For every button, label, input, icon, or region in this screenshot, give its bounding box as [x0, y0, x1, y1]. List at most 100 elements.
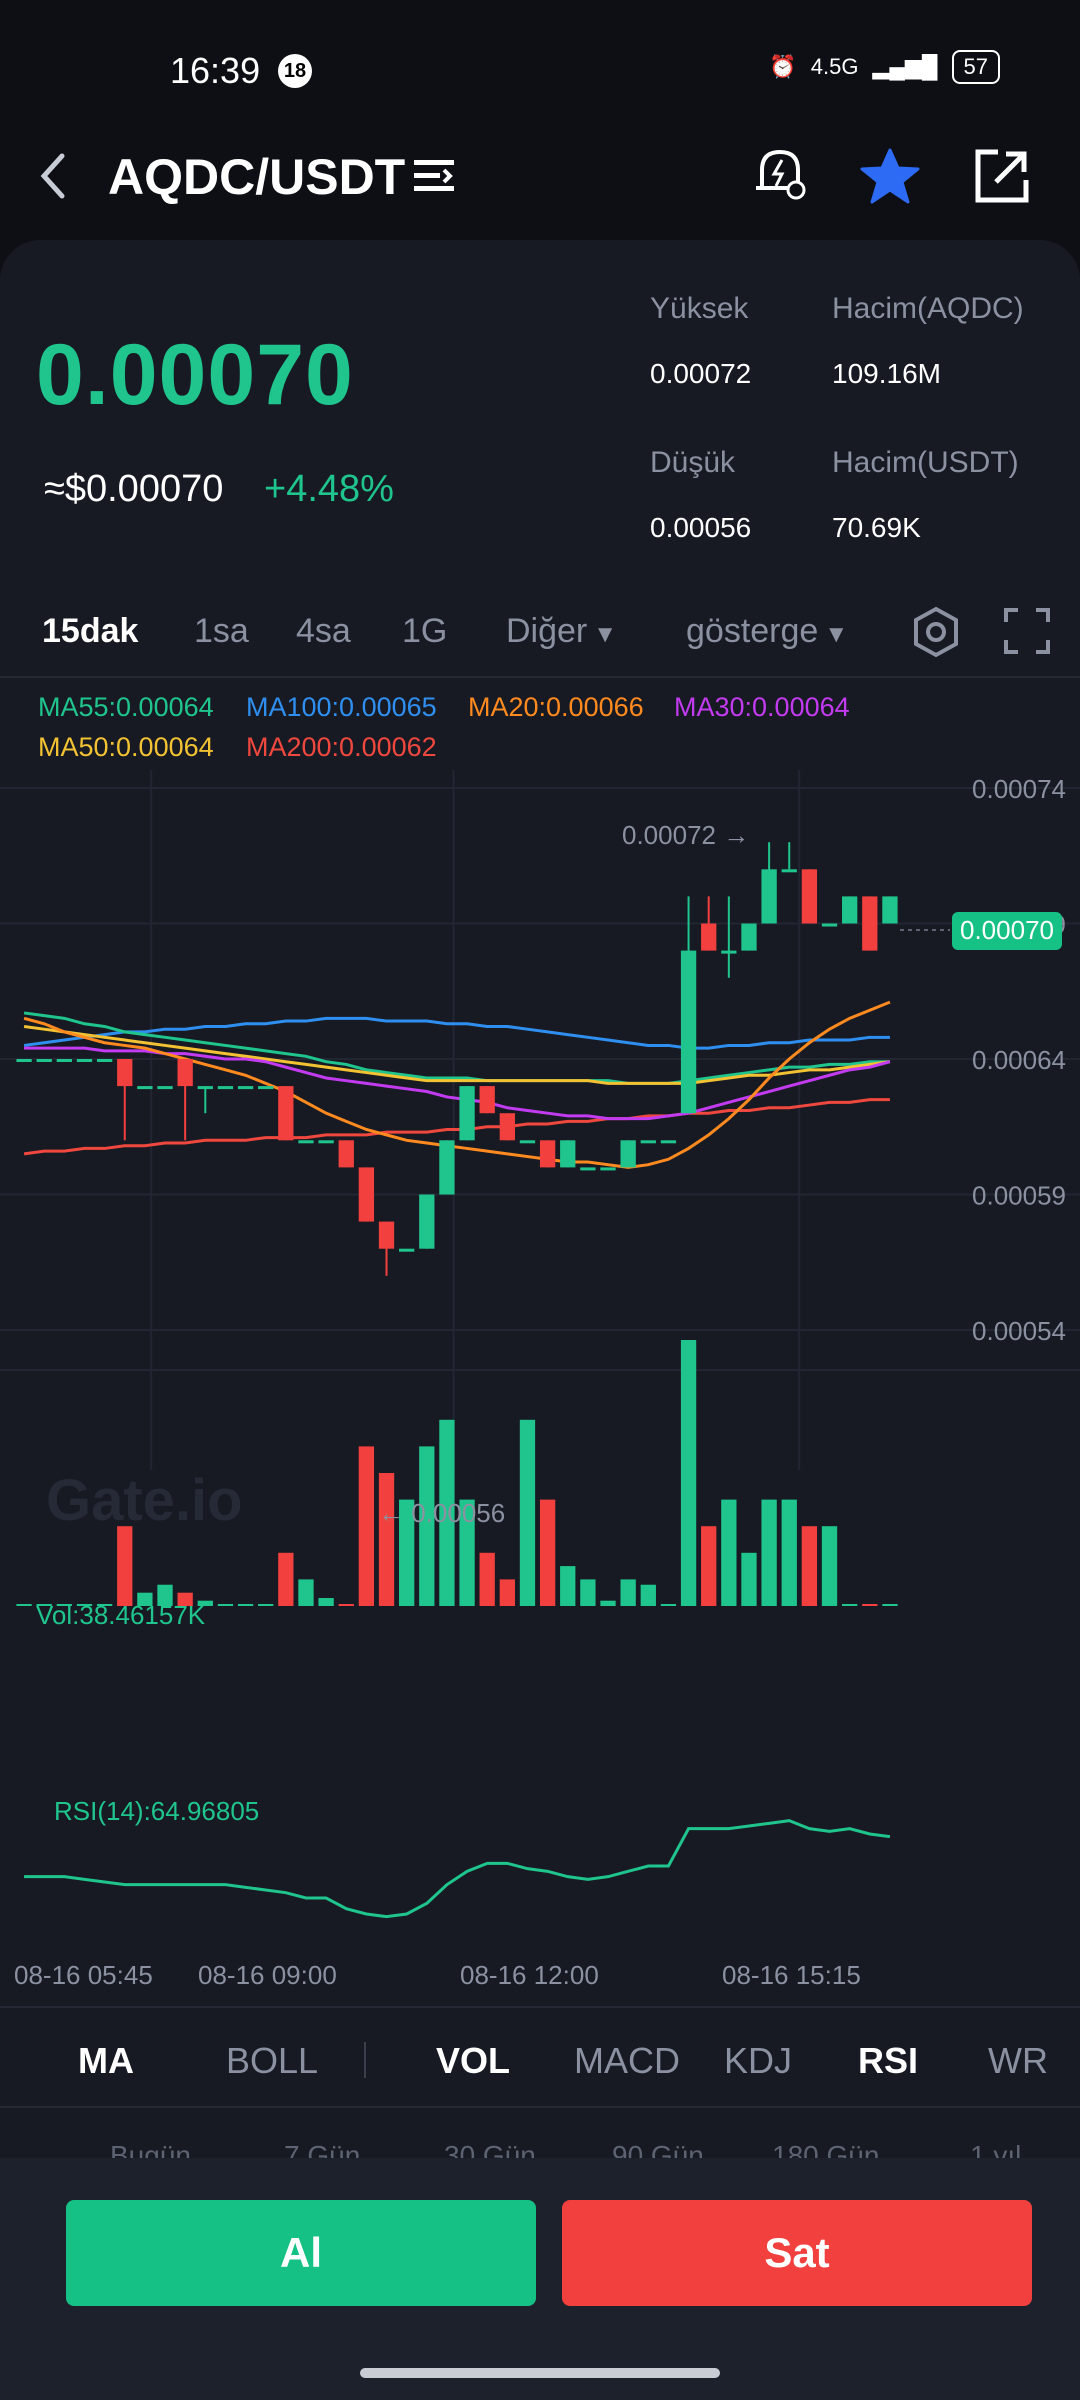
home-indicator[interactable]: [360, 2368, 720, 2378]
ma100-line: [23, 1016, 890, 1050]
rsi-label: RSI(14):64.96805: [54, 1796, 259, 1826]
candle-body: [640, 1140, 656, 1144]
volume-bar: [680, 1340, 697, 1606]
indicator-tab-boll[interactable]: BOLL: [226, 2040, 319, 2081]
rsi-line: [24, 1819, 891, 1919]
sell-button[interactable]: Sat: [562, 2200, 1032, 2306]
indicator-tab-wr[interactable]: WR: [988, 2040, 1048, 2081]
tab-4sa[interactable]: 4sa: [296, 612, 351, 650]
volume-bar: [197, 1600, 213, 1606]
price-tick-label: 0.00059: [972, 1181, 1066, 1211]
candle-body: [197, 1086, 213, 1090]
ma55-line: [23, 1011, 890, 1085]
volume-bar: [821, 1526, 838, 1606]
current-price-tag: [952, 912, 1062, 950]
legend-ma20: MA20:0.00066: [468, 692, 644, 722]
volume-bar: [338, 1604, 354, 1606]
indicator-tab-vol[interactable]: VOL: [436, 2040, 511, 2081]
network-label: 4.5G: [810, 54, 859, 79]
volume-bar: [318, 1598, 334, 1606]
buy-button[interactable]: Al: [66, 2200, 536, 2306]
back-arrow-icon[interactable]: [34, 148, 74, 204]
tab-diger[interactable]: Diğer ▼: [506, 612, 617, 651]
current-price-value: 0.00070: [960, 915, 1054, 945]
candle-body: [258, 1086, 274, 1090]
volume-bar: [761, 1499, 777, 1606]
candle-body: [439, 1140, 455, 1195]
candle-body: [761, 869, 777, 924]
candle-body: [862, 896, 878, 951]
indicator-tab-ma[interactable]: MA: [78, 2040, 134, 2081]
low-value: 0.00056: [650, 512, 752, 543]
volume-bar: [882, 1604, 898, 1606]
candle-body: [358, 1167, 375, 1222]
candle-body: [600, 1167, 616, 1171]
candle-body: [781, 869, 797, 873]
indicator-tab-kdj[interactable]: KDJ: [724, 2040, 793, 2081]
time-tick-label: 08-16 15:15: [722, 1960, 861, 1990]
caret-down-icon: ▼: [824, 621, 849, 648]
legend-ma100: MA100:0.00065: [246, 692, 437, 722]
candle-body: [378, 1221, 395, 1249]
candle-body: [419, 1194, 435, 1249]
chart-settings-icon[interactable]: [910, 606, 962, 658]
volume-bar: [439, 1419, 455, 1606]
volume-bar: [539, 1499, 556, 1606]
candle-body: [137, 1086, 153, 1090]
volume-bar: [16, 1604, 32, 1606]
volume-bar: [278, 1552, 294, 1606]
low-label: Düşük: [650, 446, 736, 479]
pair-menu-icon[interactable]: [414, 156, 456, 196]
candlestick-chart[interactable]: Gate.io 0.000740.000690.000640.000590.00…: [0, 770, 1080, 2000]
volume-bar: [701, 1526, 717, 1606]
volume-bar: [137, 1592, 153, 1606]
status-time: 16:39: [170, 50, 261, 91]
ma200-line: [23, 1098, 890, 1156]
notification-badge: 18: [278, 54, 312, 88]
high-value: 0.00072: [650, 358, 752, 389]
caret-down-icon: ▼: [593, 621, 618, 648]
tab-gosterge[interactable]: gösterge ▼: [686, 612, 848, 651]
candle-body: [157, 1086, 173, 1090]
volume-bar: [36, 1604, 52, 1606]
candle-body: [217, 1086, 234, 1090]
tab-15dak[interactable]: 15dak: [42, 612, 139, 650]
chart-divider: [0, 2006, 1080, 2008]
volume-quote-label: Hacim(USDT): [832, 446, 1019, 479]
candle-body: [56, 1059, 72, 1062]
candle-body: [459, 1086, 475, 1141]
candle-body: [16, 1059, 32, 1062]
price-tick-label: 0.00074: [972, 774, 1066, 804]
volume-bar: [459, 1499, 475, 1606]
low-marker: ← 0.00056: [378, 1498, 505, 1528]
high-marker: 0.00072 →: [622, 820, 749, 850]
candle-body: [338, 1140, 354, 1168]
pair-title[interactable]: AQDC/USDT: [108, 149, 406, 205]
fullscreen-icon[interactable]: [1002, 606, 1052, 656]
candle-body: [580, 1167, 596, 1171]
volume-bar: [258, 1604, 274, 1606]
volume-bar: [358, 1446, 375, 1606]
candle-body: [842, 896, 858, 924]
candle-body: [36, 1059, 52, 1062]
indicator-separator: [364, 2042, 366, 2078]
signal-icon: ▂▄▆█: [872, 54, 938, 79]
legend-ma200: MA200:0.00062: [246, 732, 437, 762]
candle-body: [680, 950, 697, 1114]
volume-bar: [237, 1604, 254, 1606]
watermark-text: Gate.io: [46, 1468, 243, 1533]
tab-gosterge-label: gösterge: [686, 612, 819, 650]
candle-body: [298, 1140, 314, 1144]
share-icon[interactable]: [970, 144, 1034, 208]
time-tick-label: 08-16 09:00: [198, 1960, 337, 1990]
volume-bar: [560, 1566, 576, 1606]
indicator-tab-macd[interactable]: MACD: [574, 2040, 680, 2081]
tabs-divider: [0, 676, 1080, 678]
indicator-tab-rsi[interactable]: RSI: [858, 2040, 919, 2081]
tab-1sa[interactable]: 1sa: [194, 612, 249, 650]
tab-1g[interactable]: 1G: [402, 612, 448, 650]
usd-price: ≈$0.00070: [44, 468, 224, 510]
favorite-star-icon[interactable]: [858, 144, 922, 208]
volume-bar: [620, 1579, 636, 1606]
price-alert-icon[interactable]: [750, 144, 810, 204]
